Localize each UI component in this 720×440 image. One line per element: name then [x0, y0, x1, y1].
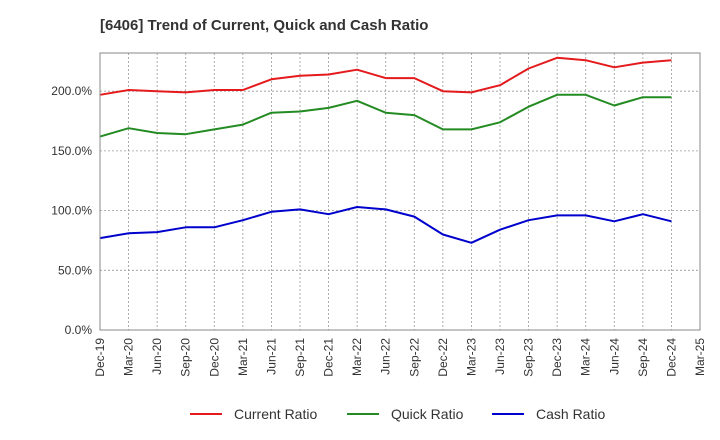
x-tick-label: Jun-20 — [150, 338, 164, 375]
x-tick-label: Jun-23 — [493, 338, 507, 375]
x-tick-label: Mar-21 — [236, 338, 250, 376]
legend: Current Ratio Quick Ratio Cash Ratio — [190, 406, 605, 422]
grid — [100, 53, 700, 330]
x-tick-label: Jun-21 — [264, 338, 278, 375]
y-tick-label: 150.0% — [51, 144, 92, 158]
legend-label: Cash Ratio — [536, 406, 605, 422]
x-tick-label: Sep-24 — [636, 338, 650, 377]
x-tick-label: Sep-22 — [407, 338, 421, 377]
y-tick-label: 100.0% — [51, 204, 92, 218]
x-tick-label: Dec-24 — [664, 338, 678, 377]
x-tick-label: Jun-22 — [379, 338, 393, 375]
x-tick-label: Mar-23 — [464, 338, 478, 376]
series-line-current-ratio — [99, 56, 672, 96]
y-axis-ticks: 0.0% 50.0% 100.0% 150.0% 200.0% — [51, 84, 92, 337]
chart-title: [6406] Trend of Current, Quick and Cash … — [100, 17, 428, 34]
y-tick-label: 0.0% — [65, 323, 93, 337]
x-tick-label: Jun-24 — [607, 338, 621, 375]
x-tick-label: Dec-19 — [93, 338, 107, 377]
series-line-cash-ratio — [99, 206, 672, 244]
legend-label: Quick Ratio — [391, 406, 464, 422]
x-tick-label: Sep-23 — [522, 338, 536, 377]
x-tick-label: Sep-21 — [293, 338, 307, 377]
series-line-quick-ratio — [99, 93, 672, 138]
x-tick-label: Mar-20 — [122, 338, 136, 376]
x-tick-label: Mar-22 — [350, 338, 364, 376]
x-tick-label: Sep-20 — [179, 338, 193, 377]
series-layer — [99, 56, 672, 244]
x-tick-label: Dec-20 — [207, 338, 221, 377]
x-tick-label: Dec-22 — [436, 338, 450, 377]
legend-label: Current Ratio — [234, 406, 317, 422]
y-tick-label: 50.0% — [58, 263, 92, 277]
x-tick-label: Dec-23 — [550, 338, 564, 377]
x-tick-label: Mar-24 — [579, 338, 593, 376]
plot-frame — [99, 52, 701, 331]
x-axis-ticks: Dec-19 Mar-20 Jun-20 Sep-20 Dec-20 Mar-21 Jun-… — [93, 338, 707, 377]
x-tick-label: Mar-25 — [693, 338, 707, 376]
x-tick-label: Dec-21 — [322, 338, 336, 377]
y-tick-label: 200.0% — [51, 84, 92, 98]
